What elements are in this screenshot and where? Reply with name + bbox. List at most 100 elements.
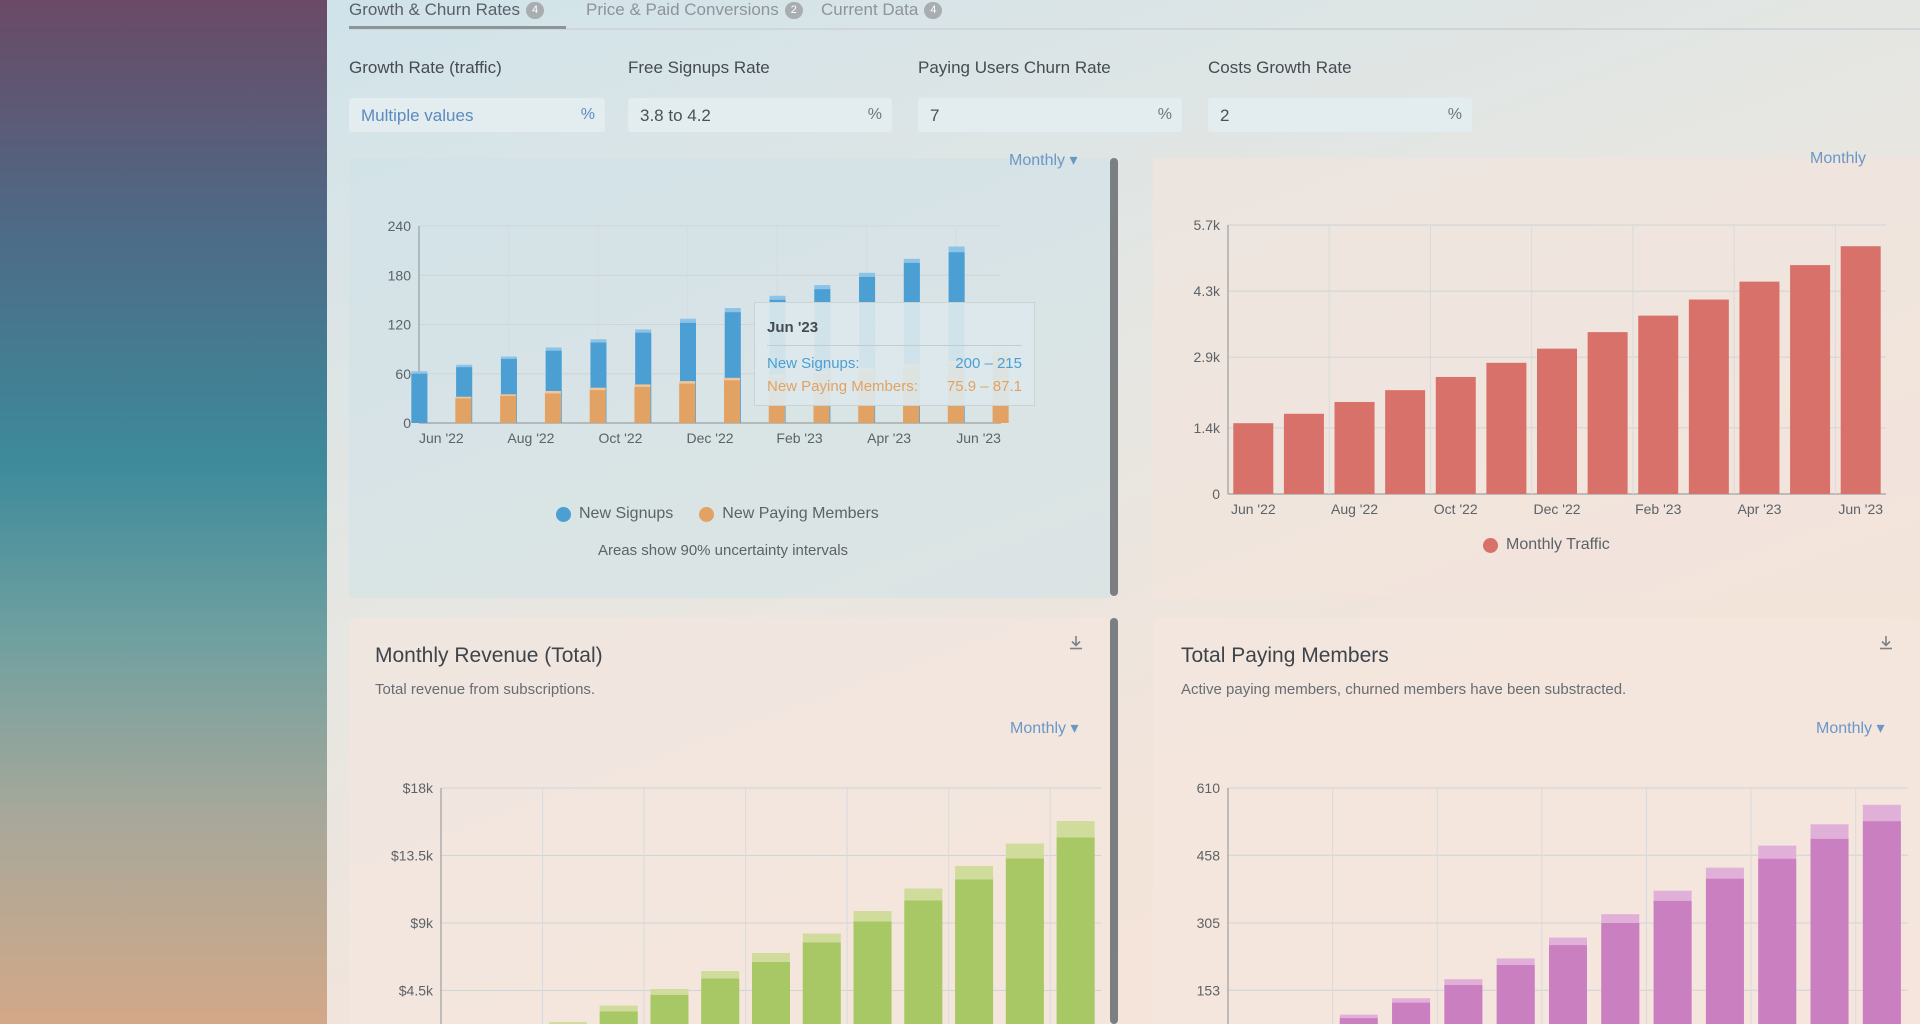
bar <box>1339 1018 1378 1024</box>
tab-bar: Growth & Churn Rates 4 Price & Paid Conv… <box>349 0 1920 30</box>
bar <box>1392 1002 1431 1024</box>
churn-rate-input[interactable]: 7 % <box>918 98 1182 132</box>
legend-label-traffic[interactable]: Monthly Traffic <box>1506 536 1610 553</box>
y-tick-label: 180 <box>388 267 412 283</box>
y-tick-label: 610 <box>1197 780 1221 796</box>
bar <box>1587 332 1628 494</box>
y-tick-label: 2.9k <box>1194 349 1221 365</box>
download-icon[interactable] <box>1067 634 1085 652</box>
x-tick-label: Feb '23 <box>1635 501 1681 517</box>
tooltip-row-signups: New Signups: 200 – 215 <box>767 355 1022 372</box>
card-title: Monthly Revenue (Total) <box>375 644 603 667</box>
y-tick-label: 458 <box>1197 847 1221 863</box>
x-tick-label: Feb '23 <box>776 430 822 446</box>
members-card: Total Paying Members Active paying membe… <box>1153 618 1920 1024</box>
card-subtitle: Total revenue from subscriptions. <box>375 681 596 698</box>
bar <box>1758 858 1797 1024</box>
tab-label: Price & Paid Conversions <box>586 0 779 19</box>
bar <box>1688 299 1729 494</box>
legend-dot-traffic <box>1483 537 1498 553</box>
traffic-chart: 0 1.4k 2.9k 4.3k 5.7k Jun '22 Aug '22 Oct '22 De… <box>1194 217 1886 517</box>
tab-growth-churn[interactable]: Growth & Churn Rates 4 <box>349 0 545 23</box>
frequency-dropdown[interactable]: Monthly <box>1810 150 1866 168</box>
revenue-chart: $18k $13.5k $9k $4.5k <box>391 780 1101 1024</box>
frequency-dropdown[interactable]: Monthly ▾ <box>1816 720 1885 737</box>
tooltip-row-paying: New Paying Members: 75.9 – 87.1 <box>767 378 1022 395</box>
bar <box>752 962 790 1024</box>
y-tick-label: $4.5k <box>399 983 434 999</box>
frequency-label: Monthly <box>1010 720 1067 737</box>
growth-rate-input[interactable]: Multiple values % <box>349 98 605 132</box>
legend-label-signups[interactable]: New Signups <box>579 505 674 522</box>
bar <box>802 942 841 1024</box>
uncertainty-note: Areas show 90% uncertainty intervals <box>597 542 849 559</box>
tab-count-badge: 2 <box>784 1 803 19</box>
y-tick-label: 4.3k <box>1194 283 1221 299</box>
y-tick-label: 153 <box>1197 982 1221 998</box>
x-tick-label: Apr '23 <box>1738 501 1782 517</box>
frequency-dropdown[interactable]: Monthly ▾ <box>1009 152 1078 169</box>
y-tick-label: 120 <box>388 317 412 333</box>
frequency-dropdown[interactable]: Monthly ▾ <box>1010 720 1079 737</box>
tooltip-value: 200 – 215 <box>955 355 1022 372</box>
bar <box>724 380 740 423</box>
revenue-card: Monthly Revenue (Total) Total revenue fr… <box>349 618 1111 1024</box>
download-icon[interactable] <box>1877 634 1895 652</box>
bar <box>1810 838 1849 1024</box>
x-tick-label: Dec '22 <box>686 430 733 446</box>
bar <box>853 921 892 1024</box>
y-tick-label: 0 <box>403 415 411 431</box>
tab-label: Current Data <box>821 0 919 19</box>
bar <box>500 395 517 423</box>
y-tick-label: 5.7k <box>1194 217 1221 233</box>
churn-rate-label: Paying Users Churn Rate <box>918 58 1111 77</box>
free-signups-rate-input[interactable]: 3.8 to 4.2 % <box>628 98 892 132</box>
bar <box>1862 821 1901 1024</box>
bar <box>599 1011 638 1024</box>
bar <box>1549 945 1587 1024</box>
traffic-card: Monthly 0 1.4k 2.9k 4.3k 5.7k Jun '22 Aug '22 O… <box>1153 150 1920 598</box>
bar <box>701 978 740 1024</box>
x-tick-label: Oct '22 <box>1434 501 1478 517</box>
y-tick-label: $13.5k <box>391 848 434 864</box>
costs-growth-rate-label: Costs Growth Rate <box>1208 58 1352 77</box>
x-tick-label: Jun '23 <box>1838 501 1883 517</box>
costs-growth-rate-input[interactable]: 2 % <box>1208 98 1472 132</box>
bar <box>1705 878 1744 1024</box>
card-scrollbar[interactable] <box>1110 618 1118 1024</box>
legend-label-paying[interactable]: New Paying Members <box>722 505 879 522</box>
bar <box>955 879 994 1024</box>
bar <box>411 373 428 423</box>
field-value: 3.8 to 4.2 <box>640 106 711 125</box>
percent-unit: % <box>867 106 882 123</box>
tooltip-label: New Signups: <box>767 355 860 372</box>
y-tick-label: 1.4k <box>1194 420 1221 436</box>
card-scrollbar[interactable] <box>1110 158 1118 596</box>
x-tick-label: Aug '22 <box>1331 501 1378 517</box>
bar <box>1385 390 1426 494</box>
tab-price-paid-conversions[interactable]: Price & Paid Conversions 2 <box>586 0 803 23</box>
tooltip-divider <box>767 345 1022 346</box>
bar <box>650 995 689 1024</box>
tooltip-title: Jun '23 <box>767 319 819 336</box>
traffic-legend: Monthly Traffic <box>1483 536 1610 554</box>
bar <box>1005 858 1044 1024</box>
bar <box>455 398 472 423</box>
x-tick-label: Dec '22 <box>1533 501 1580 517</box>
free-signups-rate-label: Free Signups Rate <box>628 58 770 77</box>
tab-label: Growth & Churn Rates <box>349 0 521 19</box>
frequency-label: Monthly <box>1009 152 1066 169</box>
bar <box>1601 923 1640 1024</box>
growth-rate-label: Growth Rate (traffic) <box>349 58 502 77</box>
bar <box>589 390 606 423</box>
bar <box>1840 246 1881 494</box>
bar <box>1444 984 1483 1024</box>
x-tick-label: Apr '23 <box>867 430 911 446</box>
x-tick-label: Aug '22 <box>507 430 554 446</box>
field-value: Multiple values <box>361 106 474 125</box>
card-title: Total Paying Members <box>1181 644 1389 667</box>
bar <box>1056 837 1095 1024</box>
y-tick-label: $9k <box>410 915 434 931</box>
bar <box>679 383 696 423</box>
tab-current-data[interactable]: Current Data 4 <box>821 0 943 23</box>
